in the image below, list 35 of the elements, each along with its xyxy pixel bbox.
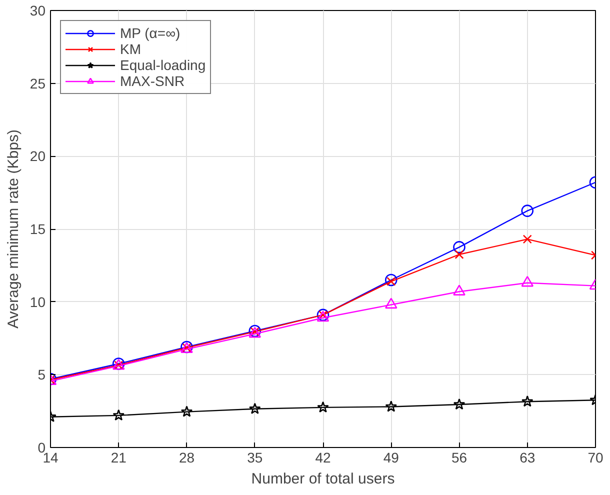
x-tick-label: 70 <box>588 450 604 466</box>
legend-label: MP (α=∞) <box>120 25 180 41</box>
point <box>454 250 464 260</box>
x-axis-title: Number of total users <box>251 470 395 488</box>
legend-label: KM <box>120 41 141 57</box>
y-tick-label: 20 <box>30 148 46 164</box>
x-tick-label: 35 <box>247 450 263 466</box>
point <box>521 276 534 287</box>
point <box>385 400 398 412</box>
x-tick-label: 28 <box>178 450 195 466</box>
legend-label: MAX-SNR <box>120 73 185 89</box>
y-tick-label: 25 <box>30 75 46 92</box>
x-tick-label: 21 <box>110 450 127 466</box>
y-tick-label: 5 <box>38 366 46 383</box>
legend-label: Equal-loading <box>120 57 206 73</box>
point <box>521 204 534 217</box>
y-axis-title: Average minimum rate (Kbps) <box>4 130 22 328</box>
point <box>248 402 261 414</box>
x-tick-label: 49 <box>383 450 400 466</box>
point <box>521 395 534 407</box>
point <box>384 298 398 309</box>
point <box>453 284 466 296</box>
x-tick-label: 56 <box>451 450 468 466</box>
point <box>453 398 466 410</box>
point <box>384 274 398 286</box>
point <box>112 409 125 421</box>
point <box>180 406 193 417</box>
y-tick-label: 30 <box>30 2 46 18</box>
y-tick-label: 15 <box>30 221 46 237</box>
x-tick-label: 42 <box>315 450 331 466</box>
point <box>522 234 532 244</box>
point <box>453 241 466 254</box>
point <box>317 401 329 413</box>
y-tick-label: 10 <box>30 294 46 310</box>
x-tick-label: 63 <box>520 450 536 466</box>
